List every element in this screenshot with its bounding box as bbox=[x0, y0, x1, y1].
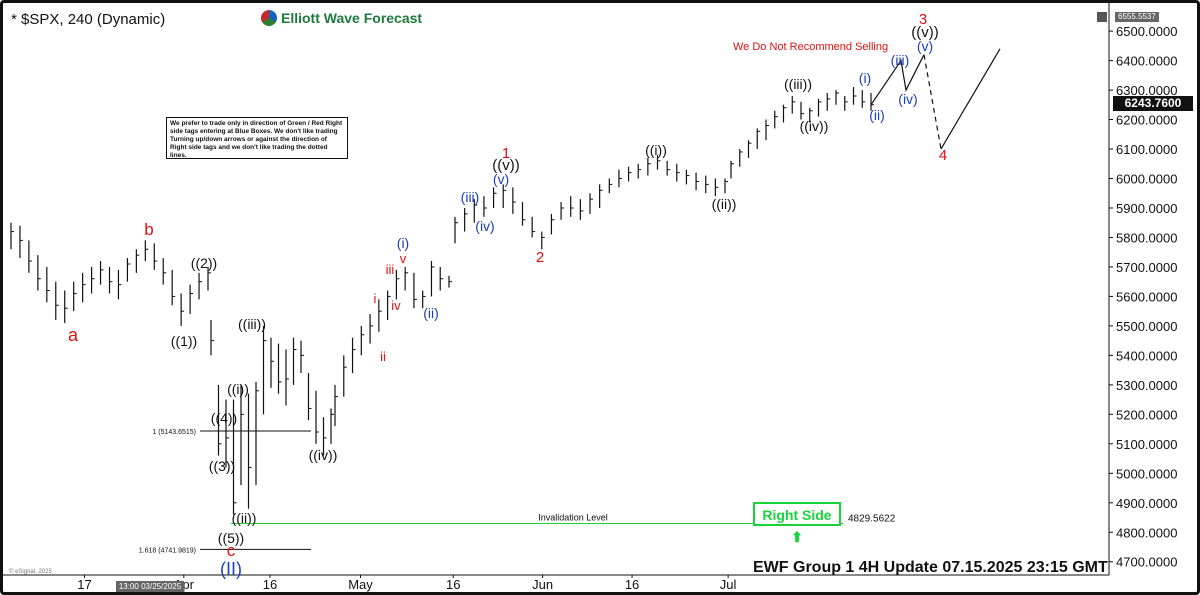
projection-path bbox=[870, 54, 925, 106]
y-tick-label: 5800.0000 bbox=[1116, 230, 1177, 245]
brand-logo: Elliott Wave Forecast bbox=[261, 10, 422, 26]
wave-label: ((1)) bbox=[171, 333, 197, 349]
wave-label: (i) bbox=[859, 70, 871, 86]
y-tick-label: 4900.0000 bbox=[1116, 496, 1177, 511]
fib-level-label: 1 (5143.6515) bbox=[152, 429, 196, 436]
y-tick-label: 6400.0000 bbox=[1116, 54, 1177, 69]
wave-label: ((iv)) bbox=[309, 447, 338, 463]
wave-label: (iv) bbox=[898, 91, 917, 107]
wave-label: (iii) bbox=[891, 52, 910, 68]
y-tick-label: 4800.0000 bbox=[1116, 525, 1177, 540]
cursor-time-label: 13:00 03/25/2025 bbox=[116, 581, 184, 592]
wave-label: 1 bbox=[502, 145, 510, 162]
x-tick-label: 17 bbox=[77, 577, 91, 592]
wave-label: (II) bbox=[220, 559, 242, 579]
wave-label: (ii) bbox=[869, 107, 885, 123]
wave-label: ((ii)) bbox=[232, 510, 257, 526]
y-tick-label: 5900.0000 bbox=[1116, 201, 1177, 216]
settings-icon[interactable] bbox=[1097, 12, 1107, 22]
wave-label: b bbox=[144, 220, 153, 239]
x-tick-label: Jul bbox=[720, 577, 737, 592]
x-tick-label: 16 bbox=[263, 577, 277, 592]
invalidation-label: Invalidation Level bbox=[538, 513, 608, 523]
wave-label: ii bbox=[380, 349, 386, 364]
wave-label: c bbox=[227, 541, 236, 560]
wave-label: ((4)) bbox=[211, 410, 237, 426]
y-tick-label: 5100.0000 bbox=[1116, 437, 1177, 452]
wave-label: 3 bbox=[919, 11, 927, 28]
wave-label: (v) bbox=[917, 38, 933, 54]
copyright-text: © eSignal, 2025 bbox=[9, 569, 52, 575]
wave-label: 2 bbox=[536, 249, 544, 266]
y-tick-label: 6300.0000 bbox=[1116, 83, 1177, 98]
wave-label: ((i)) bbox=[227, 381, 249, 397]
y-tick-label: 5700.0000 bbox=[1116, 260, 1177, 275]
wave-label: (i) bbox=[397, 235, 409, 251]
price-chart[interactable]: 6500.0000 6400.0000 6300.0000 6200.0000 6100… bbox=[3, 3, 1197, 592]
y-tick-label: 6000.0000 bbox=[1116, 172, 1177, 187]
arrow-up-icon: ⬆ bbox=[791, 529, 803, 545]
fib-level-label: 1.618 (4741.9819) bbox=[139, 547, 196, 554]
x-tick-label: Jun bbox=[532, 577, 553, 592]
wave-label: i bbox=[374, 291, 377, 306]
x-tick-label: 16 bbox=[625, 577, 639, 592]
wave-label: (iii) bbox=[461, 189, 480, 205]
wave-label: iii bbox=[386, 262, 395, 277]
wave-label: ((v)) bbox=[492, 157, 519, 174]
y-tick-label: 4700.0000 bbox=[1116, 555, 1177, 570]
y-tick-label: 6200.0000 bbox=[1116, 113, 1177, 128]
projection-dashed bbox=[923, 54, 942, 150]
wave-label: v bbox=[400, 251, 407, 266]
wave-label: (ii) bbox=[423, 305, 439, 321]
wave-label: (iv) bbox=[475, 218, 494, 234]
wave-label: ((i)) bbox=[645, 142, 667, 158]
wave-label: ((2)) bbox=[191, 255, 217, 271]
wave-label: ((3)) bbox=[209, 458, 235, 474]
right-side-label: Right Side bbox=[762, 507, 832, 523]
x-tick-label: May bbox=[348, 577, 373, 592]
logo-text: Elliott Wave Forecast bbox=[281, 10, 423, 26]
y-tick-label: 5000.0000 bbox=[1116, 466, 1177, 481]
y-tick-label: 5300.0000 bbox=[1116, 378, 1177, 393]
wave-label: (v) bbox=[493, 171, 509, 187]
wave-label: iv bbox=[391, 298, 401, 313]
wave-label: ((v)) bbox=[911, 24, 938, 41]
wave-label: ((ii)) bbox=[712, 196, 737, 212]
y-tick-label: 6100.0000 bbox=[1116, 142, 1177, 157]
projection-path bbox=[940, 48, 1001, 150]
right-side-tag: Right Side ⬆ bbox=[753, 502, 841, 545]
y-tick-label: 5600.0000 bbox=[1116, 289, 1177, 304]
wave-label: ((5)) bbox=[218, 530, 244, 546]
chart-title: * $SPX, 240 (Dynamic) bbox=[11, 11, 166, 28]
trading-note: We prefer to trade only in direction of … bbox=[166, 117, 348, 159]
wave-label: ((iv)) bbox=[800, 118, 829, 134]
wave-label: 4 bbox=[939, 147, 947, 164]
update-footer: EWF Group 1 4H Update 07.15.2025 23:15 G… bbox=[753, 559, 1108, 576]
logo-icon bbox=[261, 10, 277, 26]
x-tick-label: 16 bbox=[446, 577, 460, 592]
warning-text: We Do Not Recommend Selling bbox=[733, 41, 889, 53]
y-tick-label: 5200.0000 bbox=[1116, 407, 1177, 422]
y-tick-label: 6500.0000 bbox=[1116, 24, 1177, 39]
wave-label: ((iii)) bbox=[784, 76, 812, 92]
y-tick-label: 5500.0000 bbox=[1116, 319, 1177, 334]
invalidation-value: 4829.5622 bbox=[848, 514, 896, 525]
wave-label: ((iii)) bbox=[238, 316, 266, 332]
current-price-tag: 6243.7600 bbox=[1113, 96, 1193, 111]
y-tick-label: 5400.0000 bbox=[1116, 348, 1177, 363]
wave-label: a bbox=[68, 325, 79, 345]
top-price-tag: 6555.5537 bbox=[1115, 12, 1159, 22]
